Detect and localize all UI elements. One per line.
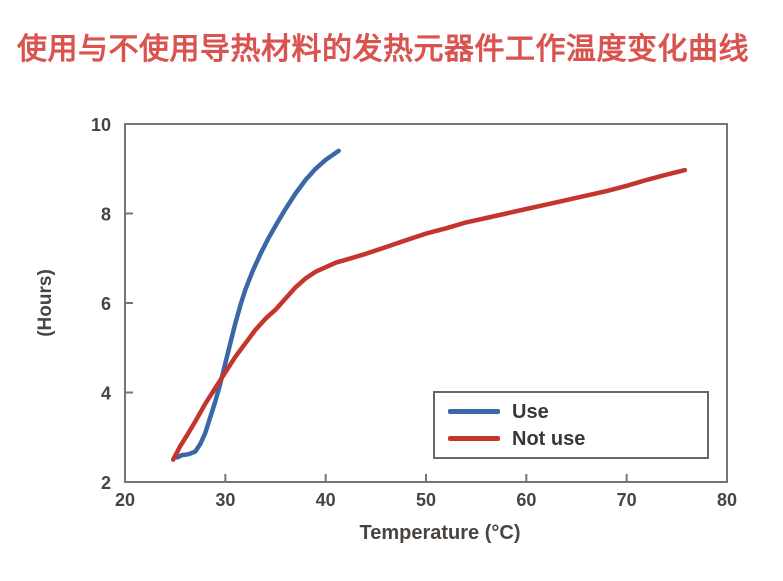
legend-line-not-use-icon [448,436,500,441]
x-axis-label: Temperature (°C) [359,522,521,544]
x-tick-label: 60 [516,490,536,510]
y-tick-label: 8 [101,205,111,225]
y-tick-label: 2 [101,473,111,493]
x-tick-label: 70 [617,490,637,510]
legend-label-use: Use [512,400,549,423]
x-tick-label: 40 [316,490,336,510]
series-line-not-use [170,167,688,462]
y-tick-label: 4 [101,384,111,404]
page-title: 使用与不使用导热材料的发热元器件工作温度变化曲线 [17,33,749,66]
legend-label-not-use: Not use [512,427,586,450]
legend: Use Not use [433,391,709,459]
x-tick-label: 50 [416,490,436,510]
x-tick-label: 80 [717,490,737,510]
y-tick-label: 6 [101,294,111,314]
x-tick-label: 30 [215,490,235,510]
x-tick-label: 20 [115,490,135,510]
series-line-use [174,148,341,460]
legend-line-use-icon [448,409,500,414]
legend-item-use: Use [448,402,707,422]
y-axis-label: (Hours) [35,269,56,337]
legend-item-not-use: Not use [448,429,707,449]
y-tick-label: 10 [91,115,111,135]
